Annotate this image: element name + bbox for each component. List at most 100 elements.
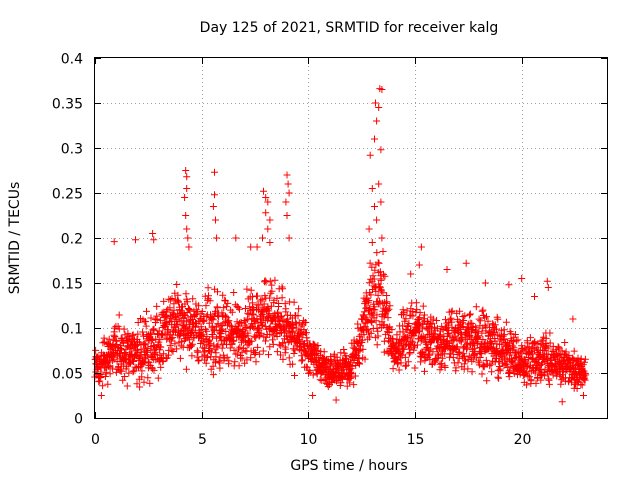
data-point (505, 373, 513, 381)
data-point (366, 151, 374, 159)
data-point (581, 376, 589, 384)
data-point (269, 340, 277, 348)
data-point (367, 329, 375, 337)
data-point (491, 321, 499, 329)
data-point (360, 331, 368, 339)
data-point (258, 322, 266, 330)
data-point (120, 325, 128, 333)
data-point (137, 348, 145, 356)
y-tick-label: 0.3 (61, 142, 83, 158)
y-tick-label: 0 (74, 412, 83, 428)
data-point (181, 194, 189, 201)
data-point (230, 289, 238, 296)
data-point (453, 335, 461, 343)
data-point (222, 328, 230, 335)
data-point (421, 367, 428, 375)
data-point (524, 358, 532, 366)
data-point (485, 345, 493, 353)
data-point (411, 364, 419, 372)
data-point (419, 320, 427, 328)
data-point (389, 365, 397, 373)
data-point (441, 364, 449, 371)
data-point (148, 365, 156, 373)
data-point (357, 342, 364, 350)
data-point (523, 339, 531, 347)
data-point (126, 358, 133, 366)
data-point (295, 305, 303, 313)
data-point (134, 330, 142, 338)
data-point (366, 333, 373, 341)
data-point (274, 308, 282, 316)
data-point (574, 354, 582, 362)
data-point (374, 332, 382, 340)
data-point (284, 180, 292, 188)
data-point (189, 295, 197, 303)
data-point (182, 167, 190, 174)
data-point (169, 348, 177, 355)
data-point (570, 347, 578, 355)
data-point (153, 315, 161, 323)
data-point (164, 326, 172, 334)
data-point (207, 348, 215, 356)
data-point (202, 302, 210, 310)
y-tick-label: 0.15 (52, 277, 83, 293)
data-point (311, 350, 319, 358)
data-point (409, 339, 417, 347)
data-point (449, 354, 457, 362)
data-point (358, 336, 366, 344)
data-point (402, 361, 410, 369)
data-point (309, 371, 317, 379)
data-point (355, 332, 363, 340)
data-point (404, 322, 411, 330)
data-point (384, 314, 392, 322)
y-axis-label: SRMTID / TECUs (7, 182, 23, 295)
data-point (224, 299, 232, 307)
data-point (356, 360, 363, 368)
data-point (406, 349, 414, 356)
data-point (502, 318, 510, 326)
data-point (262, 194, 270, 201)
data-point (260, 300, 268, 308)
data-point (438, 322, 446, 330)
data-point (140, 340, 148, 348)
data-point (384, 307, 392, 314)
data-point (378, 287, 385, 295)
data-point (397, 359, 405, 367)
data-point (209, 371, 217, 379)
data-point (302, 318, 310, 326)
data-point (206, 297, 214, 305)
data-point (466, 311, 473, 319)
data-point (580, 358, 588, 366)
data-point (95, 363, 103, 371)
data-point (365, 225, 373, 233)
data-point (447, 308, 455, 316)
data-point (371, 203, 378, 210)
data-point (374, 259, 382, 267)
data-point (146, 379, 154, 387)
data-point (299, 356, 306, 364)
data-point (96, 377, 104, 385)
data-point (228, 308, 236, 316)
data-point (209, 362, 217, 370)
data-point (313, 349, 320, 357)
data-point (386, 302, 394, 310)
data-point (504, 364, 512, 372)
data-point (415, 261, 423, 269)
data-point (275, 341, 283, 349)
data-point (460, 317, 468, 324)
data-point (453, 343, 461, 351)
data-point (348, 362, 356, 370)
data-point (149, 326, 157, 334)
data-point (323, 379, 331, 387)
data-point (144, 374, 152, 382)
data-point (184, 305, 192, 312)
data-point (213, 303, 221, 311)
data-point (138, 367, 146, 375)
data-point (111, 324, 119, 332)
data-point (134, 346, 141, 354)
data-point (540, 372, 548, 380)
data-point (147, 314, 155, 322)
data-point (279, 355, 287, 363)
data-point (366, 259, 374, 267)
data-point (361, 355, 369, 363)
